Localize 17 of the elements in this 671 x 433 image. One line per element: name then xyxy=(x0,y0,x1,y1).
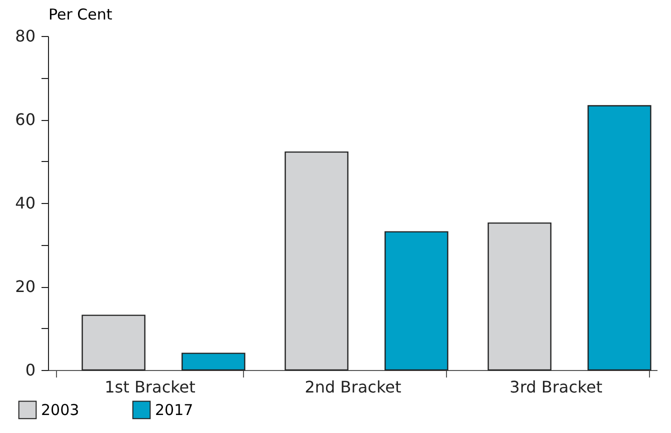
y-tick-label: 40 xyxy=(15,194,36,212)
bar xyxy=(588,105,652,371)
bar xyxy=(384,231,448,371)
legend-label: 2017 xyxy=(155,400,194,419)
y-axis-title: Per Cent xyxy=(48,6,112,24)
y-tick-label: 80 xyxy=(15,26,36,46)
legend-label: 2003 xyxy=(41,400,80,419)
x-tick-label: 2nd Bracket xyxy=(304,378,402,396)
y-tick-label: 60 xyxy=(15,110,36,129)
bar xyxy=(182,352,246,371)
y-tick-label: 0 xyxy=(25,360,36,380)
x-tick-label: 1st Bracket xyxy=(104,378,196,396)
bar xyxy=(82,314,146,371)
bar xyxy=(488,222,552,371)
x-tick-label: 3rd Bracket xyxy=(510,378,602,396)
bar xyxy=(284,151,348,371)
y-tick-label: 20 xyxy=(15,277,36,296)
